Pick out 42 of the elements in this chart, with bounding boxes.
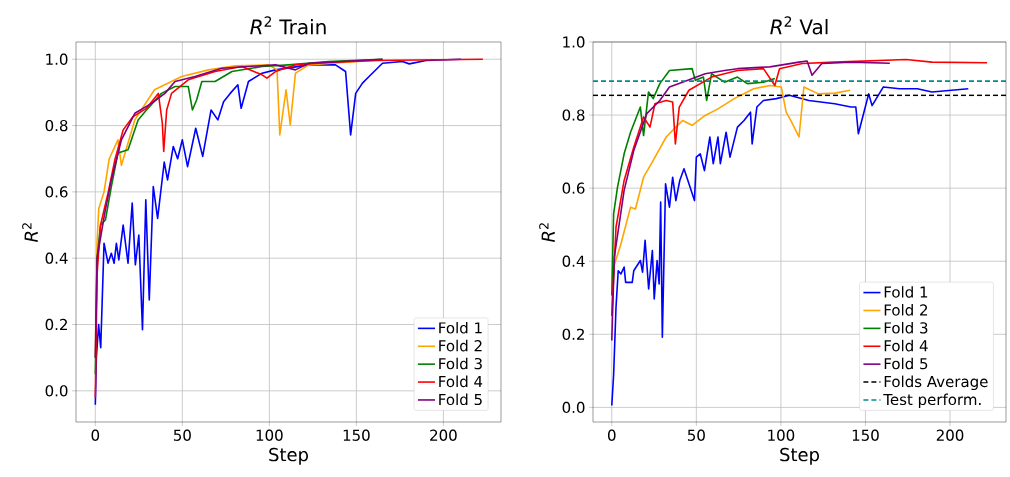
x-tick-label: 50 xyxy=(173,429,191,441)
line-series xyxy=(610,67,776,297)
legend-label: Fold 1 xyxy=(439,321,482,334)
y-tick-label: 1.0 xyxy=(46,53,68,65)
x-tick-label: 50 xyxy=(687,429,705,441)
y-tick-label: 0.0 xyxy=(45,385,68,397)
legend-label: Folds Average xyxy=(884,375,988,391)
legend-label: Fold 4 xyxy=(884,339,928,352)
legend-label: Fold 3 xyxy=(884,321,928,334)
legend-label: Fold 5 xyxy=(884,357,928,370)
y-axis-title: R$^{2}$ xyxy=(539,223,555,243)
y-tick-label: 0.8 xyxy=(45,119,68,132)
x-tick-label: 200 xyxy=(430,429,457,441)
legend-label: Fold 5 xyxy=(439,393,482,406)
x-tick-label: 150 xyxy=(343,429,370,441)
x-tick-label: 0 xyxy=(607,429,616,441)
x-tick-label: 100 xyxy=(768,429,795,441)
x-tick-label: 150 xyxy=(852,429,879,441)
line-series xyxy=(610,58,988,317)
y-tick-label: 0.4 xyxy=(45,252,68,264)
legend-label: Fold 1 xyxy=(884,286,928,298)
y-tick-label: 0.8 xyxy=(562,109,585,121)
y-tick-label: 1.0 xyxy=(563,36,585,48)
x-tick-label: 0 xyxy=(91,429,100,441)
x-axis-title: Step xyxy=(780,447,820,465)
y-tick-label: 0.2 xyxy=(45,318,67,331)
legend-label: Test perform. xyxy=(883,393,981,409)
y-tick-label: 0.4 xyxy=(562,255,585,267)
y-tick-label: 0.6 xyxy=(45,186,68,198)
x-tick-label: 100 xyxy=(256,429,283,441)
y-tick-label: 0.6 xyxy=(562,182,585,194)
y-tick-label: 0.0 xyxy=(562,401,585,414)
y-axis-title: R$^{2}$ xyxy=(22,223,38,243)
legend-label: Fold 2 xyxy=(884,304,928,316)
legend-label: Fold 4 xyxy=(439,375,483,388)
chart-title: R$^{2}$ Val xyxy=(770,16,828,35)
legend-label: Fold 2 xyxy=(439,339,482,352)
x-axis-title: Step xyxy=(269,447,309,465)
legend-label: Fold 3 xyxy=(439,357,482,370)
x-tick-label: 200 xyxy=(936,429,964,441)
y-tick-label: 0.2 xyxy=(562,328,584,340)
chart-title: R$^{2}$ Train xyxy=(250,16,326,35)
